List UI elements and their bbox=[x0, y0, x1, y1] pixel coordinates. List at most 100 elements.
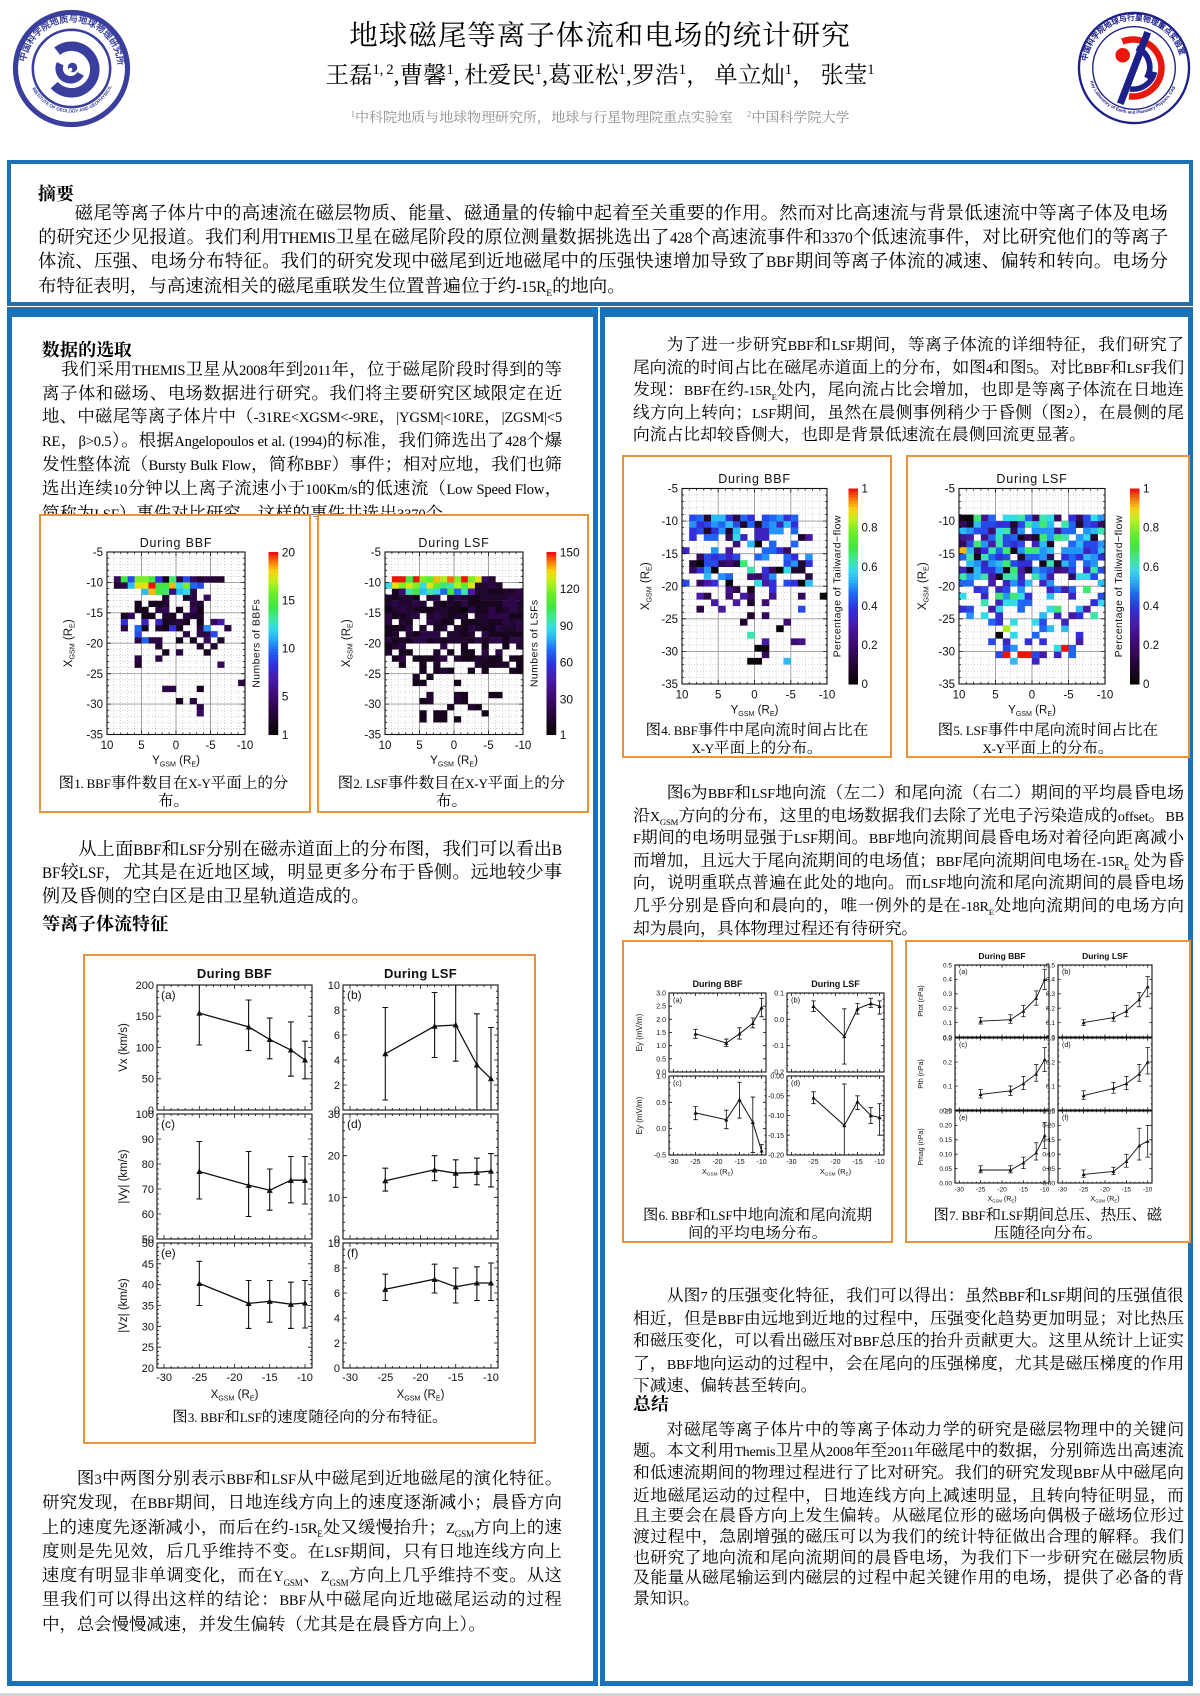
svg-text:0.2: 0.2 bbox=[1046, 1059, 1055, 1066]
svg-text:0: 0 bbox=[148, 1105, 154, 1117]
svg-text:-15: -15 bbox=[448, 1372, 464, 1384]
svg-text:(d): (d) bbox=[791, 1079, 801, 1088]
svg-text:20: 20 bbox=[328, 1151, 340, 1163]
svg-text:-25: -25 bbox=[976, 1187, 986, 1194]
svg-text:Percentage of Tailward−flow: Percentage of Tailward−flow bbox=[832, 515, 844, 657]
svg-text:70: 70 bbox=[142, 1184, 154, 1196]
svg-text:30: 30 bbox=[142, 1321, 154, 1333]
svg-text:-25: -25 bbox=[1079, 1187, 1089, 1194]
svg-text:100: 100 bbox=[136, 1109, 154, 1121]
svg-text:XGSM (RE): XGSM (RE) bbox=[211, 1389, 259, 1403]
svg-text:During LSF: During LSF bbox=[418, 536, 489, 550]
svg-text:15: 15 bbox=[282, 593, 296, 607]
svg-text:(c): (c) bbox=[673, 1079, 682, 1088]
svg-text:-20: -20 bbox=[938, 581, 955, 593]
svg-text:150: 150 bbox=[136, 1011, 154, 1023]
svg-text:0: 0 bbox=[173, 740, 179, 752]
svg-text:-15: -15 bbox=[1019, 1187, 1029, 1194]
svg-text:(f): (f) bbox=[347, 1246, 358, 1260]
svg-text:-30: -30 bbox=[786, 1159, 796, 1166]
svg-text:0: 0 bbox=[451, 740, 457, 752]
svg-text:-10: -10 bbox=[297, 1372, 313, 1384]
svg-text:8: 8 bbox=[334, 1263, 340, 1275]
svg-text:35: 35 bbox=[142, 1300, 154, 1312]
svg-text:-25: -25 bbox=[86, 669, 103, 681]
svg-text:1: 1 bbox=[560, 728, 567, 742]
svg-text:-30: -30 bbox=[342, 1372, 358, 1384]
svg-text:60: 60 bbox=[142, 1209, 154, 1221]
svg-text:6: 6 bbox=[334, 1030, 340, 1042]
svg-text:8: 8 bbox=[334, 1005, 340, 1017]
svg-text:1.5: 1.5 bbox=[656, 1030, 666, 1037]
svg-text:0: 0 bbox=[334, 1234, 340, 1246]
svg-text:0.3: 0.3 bbox=[1046, 991, 1055, 998]
svg-text:(b): (b) bbox=[347, 988, 362, 1002]
svg-text:(e): (e) bbox=[959, 1115, 968, 1122]
svg-text:0.2: 0.2 bbox=[862, 640, 878, 652]
svg-text:-30: -30 bbox=[1058, 1187, 1068, 1194]
svg-text:0.15: 0.15 bbox=[1042, 1137, 1055, 1144]
svg-text:0.1: 0.1 bbox=[1046, 1083, 1055, 1090]
svg-text:0.1: 0.1 bbox=[943, 1083, 952, 1090]
svg-text:0: 0 bbox=[334, 1105, 340, 1117]
svg-text:(d): (d) bbox=[347, 1117, 362, 1131]
svg-text:10: 10 bbox=[101, 740, 114, 752]
svg-text:Numbers of BBFs: Numbers of BBFs bbox=[251, 599, 263, 688]
svg-text:0: 0 bbox=[751, 690, 757, 702]
svg-text:YGSM (RE): YGSM (RE) bbox=[1008, 705, 1056, 719]
svg-text:XGSM (RE): XGSM (RE) bbox=[702, 1167, 734, 1177]
svg-text:10: 10 bbox=[328, 1238, 340, 1250]
svg-text:90: 90 bbox=[560, 619, 574, 633]
svg-text:0.0: 0.0 bbox=[774, 1017, 784, 1024]
svg-text:0.1: 0.1 bbox=[774, 991, 784, 998]
svg-text:XGSM (RE): XGSM (RE) bbox=[1090, 1196, 1119, 1204]
svg-text:0: 0 bbox=[1029, 690, 1035, 702]
svg-text:-35: -35 bbox=[364, 730, 381, 742]
svg-text:-25: -25 bbox=[191, 1372, 207, 1384]
svg-text:YGSM (RE): YGSM (RE) bbox=[152, 755, 200, 769]
svg-text:1: 1 bbox=[1143, 484, 1149, 496]
svg-text:2: 2 bbox=[334, 1080, 340, 1092]
svg-text:During BBF: During BBF bbox=[140, 536, 213, 550]
svg-text:XGSM (RE): XGSM (RE) bbox=[820, 1167, 852, 1177]
svg-text:-35: -35 bbox=[661, 679, 678, 691]
svg-text:0.05: 0.05 bbox=[939, 1166, 952, 1173]
svg-text:-0.10: -0.10 bbox=[768, 1113, 784, 1120]
svg-text:XGSM (RE): XGSM (RE) bbox=[63, 619, 77, 667]
svg-text:During LSF: During LSF bbox=[1082, 951, 1128, 961]
svg-text:YGSM (RE): YGSM (RE) bbox=[430, 755, 478, 769]
svg-text:-0.20: -0.20 bbox=[768, 1153, 784, 1160]
svg-text:-30: -30 bbox=[86, 699, 103, 711]
svg-text:-30: -30 bbox=[668, 1159, 678, 1166]
svg-text:XGSM (RE): XGSM (RE) bbox=[341, 619, 355, 667]
svg-text:(d): (d) bbox=[1062, 1042, 1071, 1049]
svg-text:YGSM (RE): YGSM (RE) bbox=[731, 705, 779, 719]
svg-text:-15: -15 bbox=[938, 549, 955, 561]
svg-text:5: 5 bbox=[282, 689, 289, 703]
svg-text:1: 1 bbox=[862, 484, 868, 496]
svg-text:10: 10 bbox=[379, 740, 392, 752]
svg-text:-10: -10 bbox=[1097, 690, 1114, 702]
svg-text:(a): (a) bbox=[161, 988, 176, 1002]
svg-text:6: 6 bbox=[334, 1288, 340, 1300]
svg-text:1.0: 1.0 bbox=[656, 1074, 666, 1081]
svg-text:150: 150 bbox=[560, 545, 580, 559]
svg-text:0.4: 0.4 bbox=[1046, 977, 1055, 984]
svg-text:0.15: 0.15 bbox=[939, 1137, 952, 1144]
svg-text:1.0: 1.0 bbox=[656, 1043, 666, 1050]
svg-text:-10: -10 bbox=[364, 578, 381, 590]
svg-text:90: 90 bbox=[142, 1134, 154, 1146]
svg-text:|Vy| (km/s): |Vy| (km/s) bbox=[118, 1149, 130, 1203]
svg-text:0.0: 0.0 bbox=[943, 1107, 952, 1114]
svg-text:During BBF: During BBF bbox=[197, 966, 272, 981]
svg-text:-0.5: -0.5 bbox=[654, 1153, 666, 1160]
svg-text:During LSF: During LSF bbox=[996, 472, 1067, 486]
svg-text:0.2: 0.2 bbox=[943, 1059, 952, 1066]
svg-text:5: 5 bbox=[138, 740, 144, 752]
svg-text:(c): (c) bbox=[959, 1042, 967, 1049]
svg-text:0.3: 0.3 bbox=[943, 1035, 952, 1042]
svg-text:-0.05: -0.05 bbox=[768, 1093, 784, 1100]
svg-text:-5: -5 bbox=[483, 740, 493, 752]
svg-text:0.6: 0.6 bbox=[862, 562, 878, 574]
svg-text:-20: -20 bbox=[712, 1159, 722, 1166]
